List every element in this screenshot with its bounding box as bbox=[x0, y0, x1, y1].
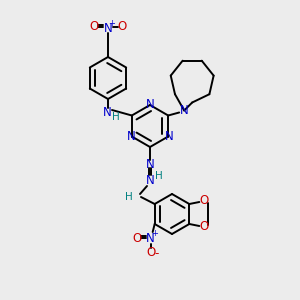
Text: N: N bbox=[146, 98, 154, 112]
Text: N: N bbox=[146, 232, 155, 244]
Text: O: O bbox=[200, 220, 209, 233]
Text: H: H bbox=[125, 192, 133, 202]
Text: N: N bbox=[126, 130, 135, 143]
Text: N: N bbox=[103, 22, 112, 34]
Text: O: O bbox=[132, 232, 141, 245]
Text: +: + bbox=[109, 19, 116, 28]
Text: O: O bbox=[146, 245, 155, 259]
Text: N: N bbox=[180, 104, 189, 117]
Text: H: H bbox=[112, 112, 120, 122]
Text: +: + bbox=[151, 229, 158, 238]
Text: H: H bbox=[155, 171, 163, 181]
Text: O: O bbox=[89, 20, 99, 32]
Text: -: - bbox=[154, 248, 159, 260]
Text: N: N bbox=[165, 130, 174, 143]
Text: N: N bbox=[146, 158, 154, 172]
Text: N: N bbox=[146, 173, 154, 187]
Text: O: O bbox=[117, 20, 127, 32]
Text: O: O bbox=[200, 194, 209, 208]
Text: N: N bbox=[103, 106, 111, 119]
